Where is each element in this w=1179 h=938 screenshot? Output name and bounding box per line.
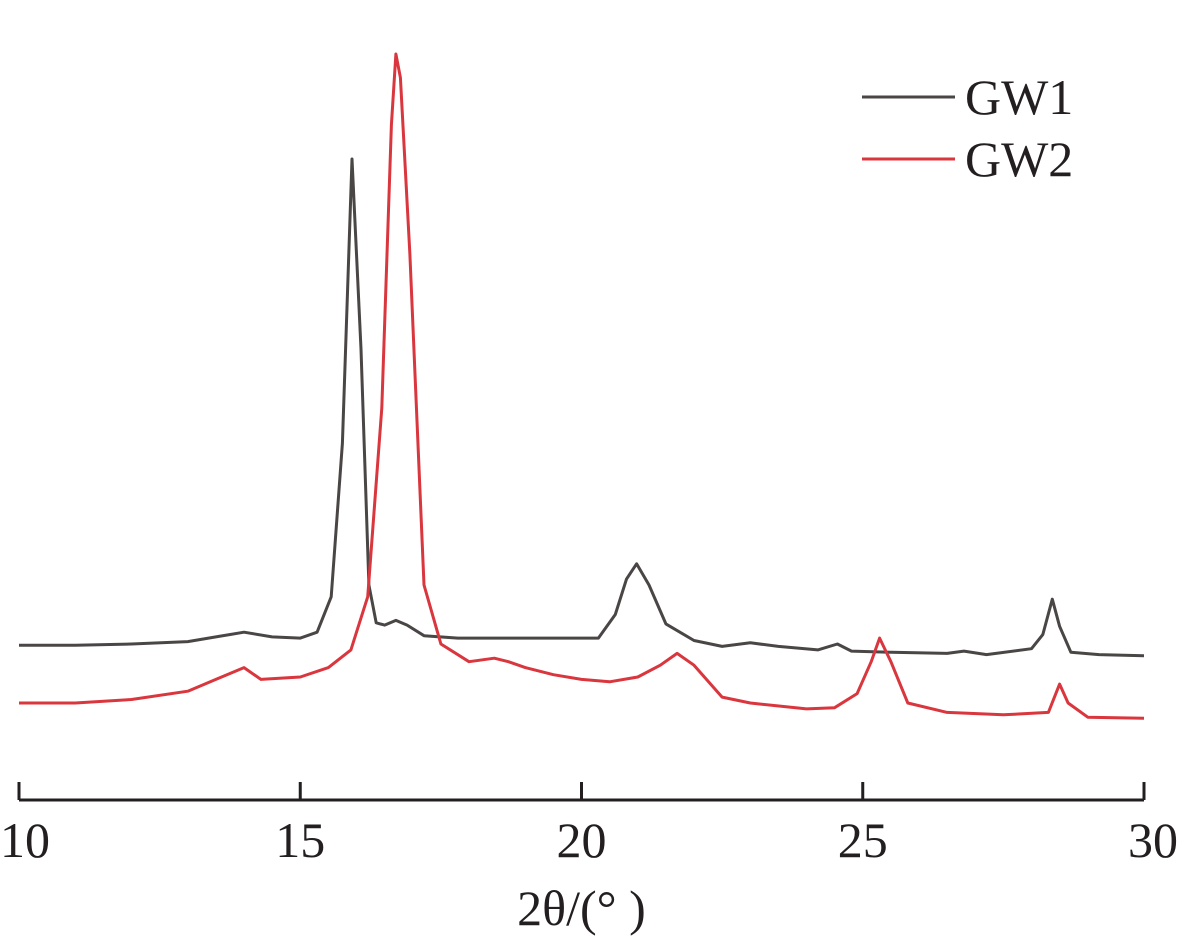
x-axis-ticks: 10 15 20 25 30 [0,782,1178,868]
x-tick-label-25: 25 [838,812,888,868]
legend-label-gw2: GW2 [965,131,1073,187]
x-axis: 10 15 20 25 30 [0,782,1178,868]
x-tick-label-20: 20 [557,812,607,868]
legend-label-gw1: GW1 [965,69,1073,125]
series-line-gw1 [19,157,1145,658]
x-tick-label-10: 10 [0,812,50,868]
x-tick-label-15: 15 [275,812,325,868]
series-line-gw2 [19,52,1145,720]
x-tick-label-30: 30 [1128,812,1178,868]
x-axis-title: 2θ/(° ) [517,880,646,936]
series-layer [19,52,1145,720]
